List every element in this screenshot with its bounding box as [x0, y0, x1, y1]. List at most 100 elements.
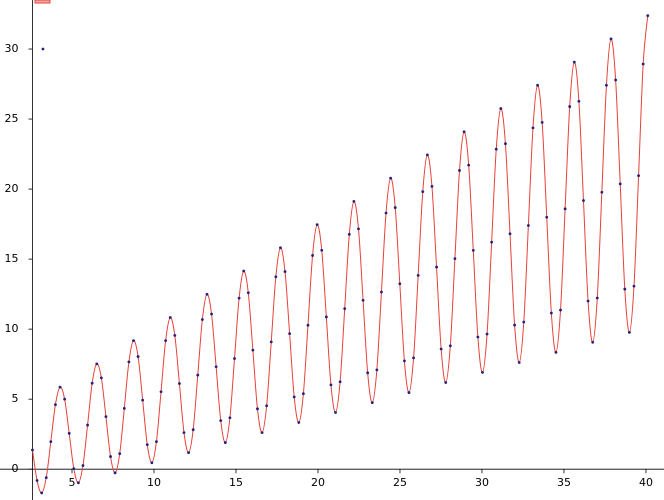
- y-tick-label: 15: [4, 252, 18, 265]
- x-tick-label: 15: [229, 476, 243, 489]
- data-point: [462, 130, 466, 134]
- data-point: [517, 361, 521, 364]
- data-point: [366, 371, 370, 375]
- data-point: [609, 37, 613, 41]
- x-tick-label: 25: [393, 476, 407, 489]
- data-point: [237, 296, 241, 300]
- x-tick-label: 20: [311, 476, 325, 489]
- data-point: [403, 359, 406, 363]
- data-point: [223, 441, 227, 444]
- data-point: [467, 163, 471, 167]
- data-point: [646, 14, 650, 18]
- data-point: [40, 491, 44, 495]
- data-point: [490, 240, 494, 244]
- data-point: [627, 330, 631, 334]
- data-point: [320, 248, 324, 252]
- data-point: [623, 287, 627, 291]
- data-point: [269, 340, 273, 344]
- x-tick-label: 35: [557, 476, 571, 489]
- data-point: [178, 382, 181, 385]
- data-point: [306, 323, 310, 327]
- data-point: [370, 401, 374, 405]
- data-point: [228, 416, 232, 420]
- data-point: [44, 476, 48, 479]
- data-point: [389, 176, 393, 180]
- data-point: [196, 373, 200, 377]
- data-point: [563, 207, 567, 211]
- data-point: [508, 232, 512, 236]
- data-point: [614, 78, 618, 82]
- data-point: [540, 121, 544, 124]
- data-point: [109, 455, 112, 458]
- data-point: [600, 190, 604, 194]
- data-point: [412, 356, 415, 360]
- data-point: [90, 381, 94, 385]
- data-point: [35, 479, 39, 482]
- x-tick-label: 30: [475, 476, 489, 489]
- data-point: [572, 60, 576, 64]
- data-point: [453, 257, 457, 261]
- data-point: [76, 481, 80, 485]
- data-point: [605, 83, 608, 87]
- data-point: [329, 383, 333, 387]
- data-point: [150, 461, 154, 465]
- data-point: [122, 407, 126, 410]
- data-point: [311, 254, 314, 257]
- data-point: [246, 291, 250, 295]
- data-point: [582, 199, 585, 202]
- data-point: [49, 440, 53, 443]
- data-point: [641, 62, 645, 66]
- data-point: [159, 390, 163, 394]
- data-point: [435, 265, 438, 269]
- data-point: [595, 296, 599, 300]
- data-point: [145, 443, 149, 447]
- data-point: [536, 83, 539, 87]
- data-point: [591, 340, 595, 344]
- data-point: [398, 282, 402, 286]
- data-point: [256, 407, 259, 411]
- data-point: [191, 428, 195, 432]
- data-point: [522, 320, 526, 324]
- y-tick-label: 10: [4, 322, 18, 335]
- data-point: [384, 211, 388, 215]
- data-point: [219, 419, 223, 422]
- data-point: [568, 105, 572, 108]
- data-point: [485, 332, 489, 336]
- data-point: [164, 339, 168, 343]
- x-tick-label: 10: [147, 476, 161, 489]
- data-point: [632, 284, 636, 288]
- data-point: [260, 431, 264, 435]
- data-point: [297, 421, 301, 424]
- data-point: [481, 371, 484, 374]
- data-point: [104, 415, 108, 419]
- data-point: [324, 315, 328, 319]
- data-point: [279, 246, 282, 250]
- data-point: [343, 307, 347, 311]
- data-point: [513, 323, 517, 327]
- data-point: [127, 360, 131, 364]
- data-point: [476, 335, 480, 339]
- data-point: [274, 275, 278, 279]
- data-point: [136, 355, 140, 358]
- data-point: [421, 190, 425, 193]
- data-point: [251, 348, 255, 352]
- data-point: [132, 339, 135, 343]
- data-point: [54, 403, 57, 407]
- data-point: [63, 397, 67, 401]
- data-point: [526, 224, 530, 227]
- data-point: [407, 391, 411, 394]
- curve: [31, 15, 649, 494]
- data-point: [393, 206, 397, 209]
- data-point: [31, 448, 34, 452]
- data-point: [380, 290, 383, 294]
- data-point: [67, 431, 71, 435]
- data-point: [416, 273, 420, 277]
- data-point: [577, 99, 581, 103]
- data-point: [444, 381, 448, 384]
- y-tick-label: 30: [4, 42, 18, 55]
- data-point: [499, 107, 503, 110]
- x-tick-label: 5: [68, 476, 75, 489]
- y-tick-label: 25: [4, 112, 18, 125]
